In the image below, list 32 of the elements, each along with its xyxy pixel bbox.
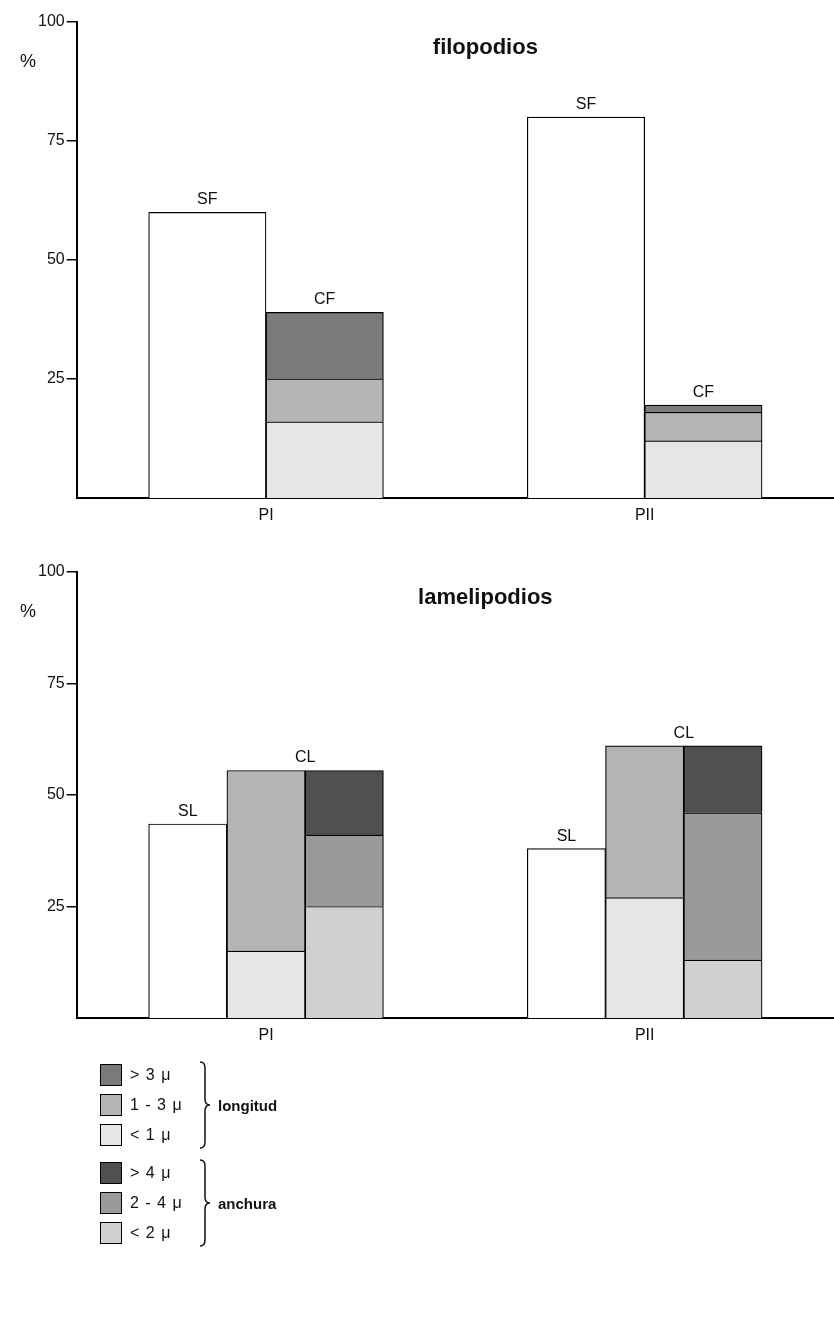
y-axis-title: % (19, 601, 37, 621)
y-tick-label: 25 (46, 896, 65, 914)
y-tick-label: 25 (46, 369, 65, 387)
x-tick-label: SF (197, 190, 218, 208)
text: filopodios (432, 34, 538, 59)
legend-label: > 3 μ (130, 1066, 173, 1084)
x-tick-label: SL (177, 801, 198, 819)
legend-title: anchura (218, 1194, 277, 1212)
text: PII (634, 506, 655, 524)
legend-label: > 4 μ (130, 1164, 173, 1182)
text: PI (258, 506, 274, 524)
legend-label: 2 - 4 μ (130, 1194, 184, 1212)
text: PII (634, 1026, 655, 1044)
text: PI (258, 1026, 274, 1044)
x-tick-label: SL (556, 826, 577, 844)
text: lamelipodios (418, 584, 553, 609)
x-tick-label: CF (692, 383, 715, 401)
y-axis-title: % (19, 51, 37, 71)
x-tick-label: SF (575, 95, 597, 113)
y-tick-label: 100 (37, 12, 65, 30)
x-tick-label: CL (673, 723, 695, 741)
y-tick-label: 100 (37, 562, 65, 580)
x-tick-label: CL (294, 748, 316, 766)
legend-label: < 1 μ (130, 1126, 173, 1144)
y-tick-label: 50 (46, 250, 65, 268)
legend-label: 1 - 3 μ (130, 1096, 184, 1114)
y-tick-label: 75 (46, 673, 65, 691)
legend-label: < 2 μ (130, 1224, 173, 1242)
legend-title: longitud (218, 1096, 278, 1114)
y-tick-label: 50 (46, 785, 65, 803)
x-tick-label: CF (314, 290, 336, 308)
y-tick-label: 75 (46, 131, 65, 149)
